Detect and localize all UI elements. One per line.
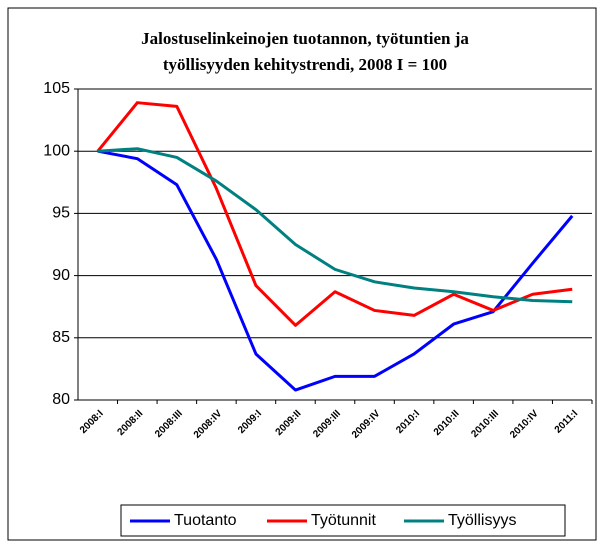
y-tick-label: 95 <box>52 205 70 222</box>
series-line <box>97 147 573 304</box>
y-tick-label: 90 <box>52 267 70 284</box>
y-tick-label: 105 <box>43 80 70 97</box>
y-tick-label: 80 <box>52 391 70 408</box>
legend-label: Tuotanto <box>174 512 237 529</box>
legend-label: Työtunnit <box>311 512 376 529</box>
y-tick-label: 85 <box>52 329 70 346</box>
legend-label: Työllisyys <box>448 512 516 529</box>
legend-box <box>120 504 566 537</box>
chart-title: työllisyyden kehitystrendi, 2008 I = 100 <box>163 55 447 74</box>
series-line <box>96 101 573 327</box>
chart-frame <box>7 7 597 541</box>
chart-title: Jalostuselinkeinojen tuotannon, työtunti… <box>141 29 469 48</box>
y-tick-label: 100 <box>43 142 70 159</box>
